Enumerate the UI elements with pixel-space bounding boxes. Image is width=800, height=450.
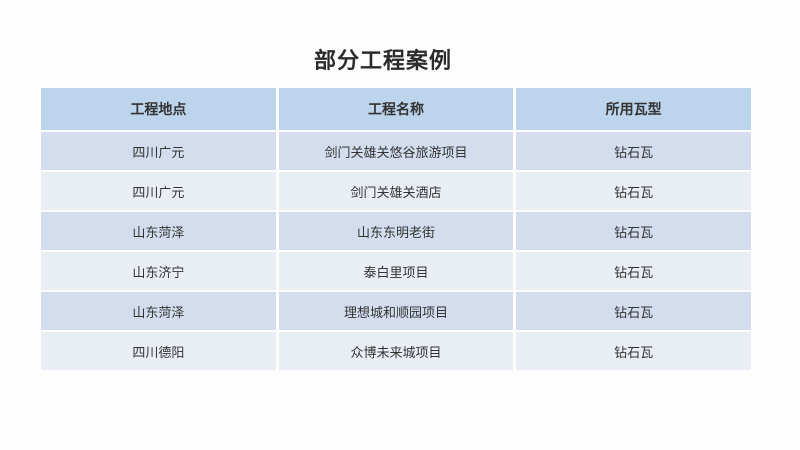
column-header-tile-type: 所用瓦型 (516, 88, 751, 130)
table-row: 四川德阳 众博未来城项目 钻石瓦 (41, 332, 751, 370)
table-cell: 山东东明老街 (278, 212, 514, 250)
table-cell: 四川德阳 (41, 332, 276, 370)
table-cell: 四川广元 (41, 172, 276, 210)
table-cell: 众博未来城项目 (278, 332, 514, 370)
table-cell: 山东济宁 (41, 252, 276, 290)
table-cell: 泰白里项目 (278, 252, 514, 290)
table-cell: 剑门关雄关悠谷旅游项目 (278, 132, 514, 170)
page-title: 部分工程案例 (313, 48, 452, 73)
table-header: 工程地点 工程名称 所用瓦型 (41, 88, 751, 130)
table-cell: 钻石瓦 (516, 132, 751, 170)
table-cell: 山东菏泽 (41, 212, 276, 250)
table-cell: 钻石瓦 (516, 212, 751, 250)
table-cell: 钻石瓦 (516, 332, 751, 370)
table-cell: 四川广元 (41, 132, 276, 170)
column-header-location: 工程地点 (41, 88, 276, 130)
table-cell: 钻石瓦 (516, 252, 751, 290)
table-row: 山东菏泽 理想城和顺园项目 钻石瓦 (41, 292, 751, 330)
table-row: 四川广元 剑门关雄关酒店 钻石瓦 (41, 172, 751, 210)
table-row: 山东济宁 泰白里项目 钻石瓦 (41, 252, 751, 290)
table-cell: 剑门关雄关酒店 (278, 172, 514, 210)
table-cell: 钻石瓦 (516, 292, 751, 330)
table-row: 山东菏泽 山东东明老街 钻石瓦 (41, 212, 751, 250)
project-cases-table: 工程地点 工程名称 所用瓦型 四川广元 剑门关雄关悠谷旅游项目 钻石瓦 四川广元 剑门关… (38, 86, 754, 372)
table-row: 四川广元 剑门关雄关悠谷旅游项目 钻石瓦 (41, 132, 751, 170)
table-body: 四川广元 剑门关雄关悠谷旅游项目 钻石瓦 四川广元 剑门关雄关酒店 钻石瓦 山东菏泽 山东东明… (41, 132, 751, 370)
table-header-row: 工程地点 工程名称 所用瓦型 (41, 88, 751, 130)
table-cell: 山东菏泽 (41, 292, 276, 330)
table-cell: 理想城和顺园项目 (278, 292, 514, 330)
column-header-project-name: 工程名称 (278, 88, 514, 130)
table-cell: 钻石瓦 (516, 172, 751, 210)
